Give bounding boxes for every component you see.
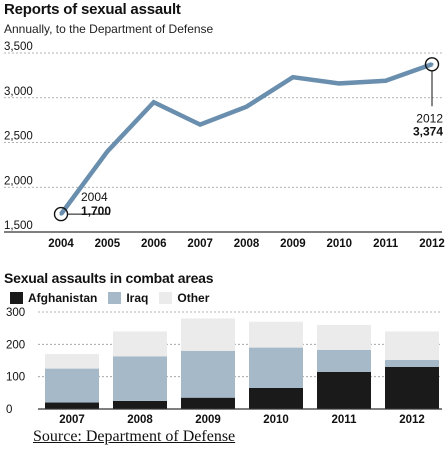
chart-title: Reports of sexual assault [4,1,181,18]
bar-segment-other [385,331,439,360]
bar-segment-other [45,354,99,369]
data-point [337,81,341,85]
bar-chart-title: Sexual assaults in combat areas [4,270,214,286]
data-point [105,149,109,153]
y-tick-label: 1,500 [4,220,33,232]
legend-label-other: Other [177,291,210,305]
data-point [245,105,248,109]
bar-segment-other [249,321,303,348]
bar-segment-iraq [181,350,235,398]
legend-label-iraq: Iraq [126,291,149,305]
x-tick-label: 2012 [419,238,445,250]
data-point [152,100,156,104]
x-tick-label: 2010 [263,414,289,426]
bar-segment-afghanistan [317,371,371,409]
y-tick-label: 100 [6,372,25,384]
y-tick-label: 2,500 [4,131,33,143]
bar-segment-afghanistan [113,400,167,409]
x-tick-label: 2008 [234,238,260,250]
bar-chart-legend: Afghanistan Iraq Other [10,291,209,305]
bar-segment-iraq [113,356,167,401]
x-tick-label: 2007 [59,414,85,426]
data-point [198,123,202,127]
y-tick-label: 3,000 [4,86,33,98]
bar-segment-iraq [45,368,99,403]
y-tick-label: 2,000 [4,175,33,187]
x-tick-label: 2006 [141,238,167,250]
x-tick-label: 2012 [399,414,425,426]
x-tick-label: 2009 [280,238,306,250]
bar-segment-other [317,324,371,350]
y-tick-label: 200 [6,339,25,351]
x-tick-label: 2010 [326,238,352,250]
source-link[interactable]: Source: Department of Defense [33,428,236,445]
bar-segment-iraq [249,347,303,388]
chart-subtitle: Annually, to the Department of Defense [4,22,214,36]
annotation-value: 3,374 [413,124,443,138]
bar-segment-iraq [385,359,439,367]
x-tick-label: 2011 [332,414,358,426]
x-tick-label: 2004 [48,238,74,250]
legend-label-afghanistan: Afghanistan [28,291,98,305]
annotation-year: 2012 [416,111,443,125]
bar-segment-afghanistan [249,387,303,409]
data-point [59,212,63,216]
series-line [59,62,433,216]
line-chart: 1,500 2,000 2,500 3,000 3,500 2004 2005 2006 200… [4,41,445,250]
y-tick-label: 0 [6,404,12,416]
annotation-value: 1,700 [81,204,111,218]
bar-segment-afghanistan [181,397,235,409]
x-tick-label: 2009 [195,414,221,426]
x-tick-label: 2008 [127,414,153,426]
data-point [430,62,434,66]
data-point [291,75,295,79]
bar-segment-other [113,331,167,357]
bar-segment-afghanistan [385,366,439,409]
legend-swatch-iraq [108,292,122,304]
x-tick-label: 2007 [187,238,213,250]
bar-segment-iraq [317,349,371,372]
y-tick-label: 300 [6,307,25,319]
bar-segment-afghanistan [45,402,99,409]
legend-swatch-afghanistan [10,292,23,304]
legend-swatch-other [159,292,173,304]
annotation-year: 2004 [81,190,108,204]
x-tick-label: 2011 [373,238,399,250]
bar-segment-other [181,318,235,351]
y-tick-label: 3,500 [4,41,33,53]
x-tick-label: 2005 [95,238,121,250]
data-point [384,79,388,83]
stacked-bar-chart: 0 100 200 300 2007 2008 2009 2010 2011 2012 [6,307,442,426]
